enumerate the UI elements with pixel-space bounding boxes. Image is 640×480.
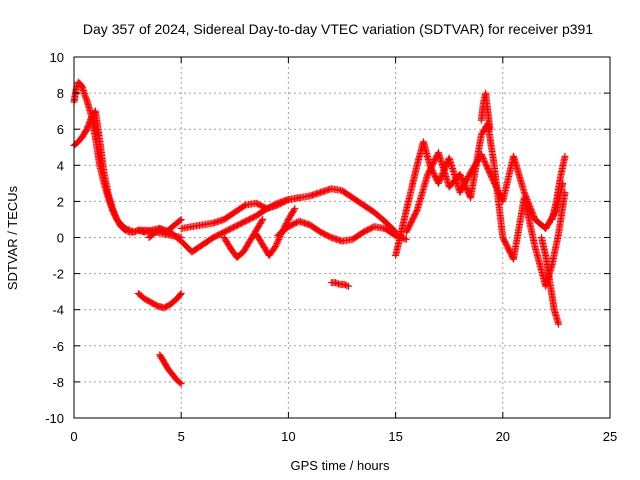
data-point	[273, 240, 281, 248]
chart-title: Day 357 of 2024, Sidereal Day-to-day VTE…	[83, 21, 593, 37]
data-point	[272, 243, 280, 251]
data-point	[344, 282, 352, 290]
data-point	[259, 215, 267, 223]
y-tick-label: -8	[52, 375, 64, 390]
series-track-arc	[274, 217, 410, 245]
x-tick-label: 0	[70, 429, 77, 444]
series-track-early-decline	[70, 78, 185, 236]
y-tick-label: 2	[57, 194, 64, 209]
series-track-late-rise	[548, 152, 569, 223]
x-tick-label: 25	[603, 429, 617, 444]
data-point	[272, 241, 280, 249]
series-track-mid-low	[145, 194, 303, 256]
data-point	[561, 188, 569, 196]
data-point	[555, 320, 563, 328]
x-axis-label: GPS time / hours	[291, 458, 390, 473]
series-track-drop	[537, 234, 563, 328]
series-segment-neg7	[156, 351, 185, 388]
data-point	[177, 289, 185, 297]
data-point	[486, 125, 494, 133]
series-segment-neg4	[134, 289, 185, 312]
y-tick-label: 10	[50, 50, 64, 65]
y-tick-label: -2	[52, 267, 64, 282]
y-axis-label: SDTVAR / TECUs	[5, 185, 20, 290]
y-tick-label: 4	[57, 158, 64, 173]
y-tick-label: 8	[57, 86, 64, 101]
x-tick-label: 10	[281, 429, 295, 444]
x-tick-label: 5	[178, 429, 185, 444]
x-tick-label: 20	[496, 429, 510, 444]
data-points	[70, 78, 569, 388]
y-tick-label: -10	[45, 411, 64, 426]
data-point	[176, 291, 184, 299]
axis-ticks: 0 5 10 15 20 25 -10 -8 -6 -4 -2 0 2 4 6 8 10	[45, 50, 617, 444]
data-point	[290, 206, 298, 214]
x-tick-label: 15	[388, 429, 402, 444]
data-point	[561, 152, 569, 160]
data-point	[402, 235, 410, 243]
series-segment-neg2p5	[327, 279, 352, 290]
data-point	[258, 217, 266, 225]
y-tick-label: -6	[52, 339, 64, 354]
data-point	[177, 215, 185, 223]
data-point	[176, 216, 184, 224]
data-point	[176, 379, 184, 387]
data-point	[343, 282, 351, 290]
series-track-spike	[477, 89, 494, 133]
data-point	[291, 205, 299, 213]
data-point	[177, 380, 185, 388]
series-track-early-rise	[70, 107, 185, 241]
data-point	[273, 238, 281, 246]
y-tick-label: 6	[57, 122, 64, 137]
y-tick-label: 0	[57, 231, 64, 246]
y-tick-label: -4	[52, 303, 64, 318]
